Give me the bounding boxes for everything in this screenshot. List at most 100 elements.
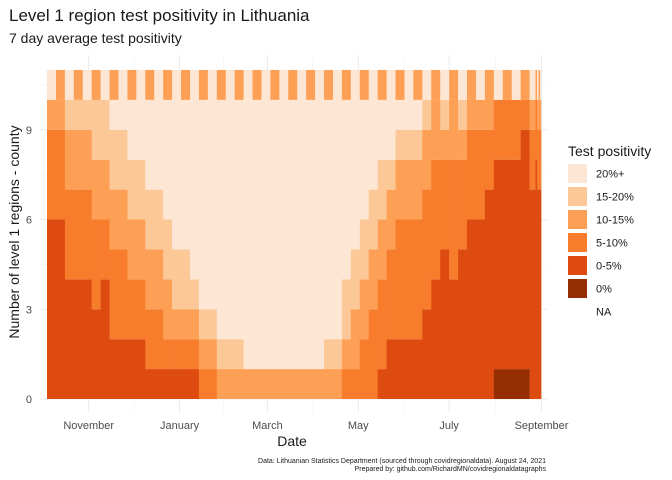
bar-segment [395,69,405,100]
x-axis-ticks: November January March May July September [63,420,568,432]
bar-segment [136,339,146,399]
bar-segment [207,309,218,340]
bar-segment [198,369,209,399]
bar-segment [359,99,370,220]
bar-segment [511,159,521,370]
x-tick-label: September [515,420,569,432]
bar-segment [422,69,432,100]
bar-segment [100,159,110,220]
bar-segment [368,69,378,100]
bar-segment [404,159,414,220]
bar-segment [386,69,396,100]
bar-segment [529,189,536,399]
bar-segment [47,69,57,100]
bar-segment [332,369,343,399]
bar-segment [395,339,405,399]
bar-segment [234,339,244,370]
bar-segment [440,69,450,100]
bar-segment [332,69,343,100]
bar-segment [225,99,235,340]
bar-segment [306,99,316,370]
bar-segment [189,279,200,310]
bar-segment [413,339,423,399]
bar-segment [145,369,155,399]
legend-swatch [568,210,587,229]
bar-segment [118,129,128,190]
bar-segment [537,129,539,190]
bar-segment [324,369,334,399]
bar-segment [207,339,218,370]
bar-segment [511,369,521,399]
legend-label: 10-15% [596,215,634,227]
bar-segment [243,69,253,100]
bar-segment [297,369,307,399]
bar-segment [172,339,182,370]
bar-segment [64,129,75,190]
bar-segment [493,99,504,160]
bar-segment [91,99,101,160]
bar-segment [288,99,298,370]
legend-swatch [568,233,587,252]
bar-segment [377,99,387,160]
bar-segment [431,69,441,100]
bar-segment [386,249,396,340]
legend-swatch [568,164,587,183]
bar-segment [350,99,361,250]
legend-label: 5-10% [596,238,628,250]
bar-segment [368,99,378,190]
bar-segment [368,249,378,310]
bar-segment [109,69,119,100]
bar-segment [324,99,334,340]
bar-segment [502,369,513,399]
bar-segment [440,99,450,130]
legend-label: NA [596,307,612,319]
bar-segment [252,69,262,100]
bar-segment [279,69,289,100]
bar-segment [64,279,75,399]
bar-segment [449,99,459,160]
bar-segment [216,69,227,100]
bar-segment [458,249,468,399]
bar-segment [404,69,414,100]
bar-segment [341,279,352,340]
bar-segment [350,69,361,100]
bar-segment [538,69,541,100]
bar-segment [458,99,468,130]
bar-segment [350,249,361,310]
bar-segment [458,159,468,250]
bar-segment [538,189,541,399]
bar-segment [529,69,536,100]
bar-segment [297,69,307,100]
bar-segment [145,69,155,100]
bar-segment [82,99,92,130]
bar-segment [64,69,75,100]
bar-segment [198,99,209,310]
bar-segment [493,69,504,100]
bar-segment [475,129,486,220]
bar-segment [306,69,316,100]
legend-swatch [568,279,587,298]
bar-segment [118,69,128,100]
bar-segment [136,279,146,340]
bar-segment [181,99,191,250]
bar-segment [109,129,119,190]
bar-segment [404,339,414,399]
bar-segment [163,69,173,100]
bar-segment [181,309,191,340]
bar-segment [100,219,110,280]
bar-segment [154,99,164,190]
bar-segment [538,99,541,130]
bar-segment [181,69,191,100]
bar-segment [47,129,57,220]
bar-segment [537,99,539,130]
bar-segment [520,99,530,130]
bar-segment [413,219,423,340]
x-axis-title: Date [277,433,307,449]
bar-segment [404,99,414,130]
bar-segment [225,369,235,399]
bar-segment [449,159,459,280]
chart-title: Level 1 region test positivity in Lithua… [9,6,310,25]
bar-segment [413,69,423,100]
bar-segment [55,99,66,130]
bar-segment [145,99,155,190]
